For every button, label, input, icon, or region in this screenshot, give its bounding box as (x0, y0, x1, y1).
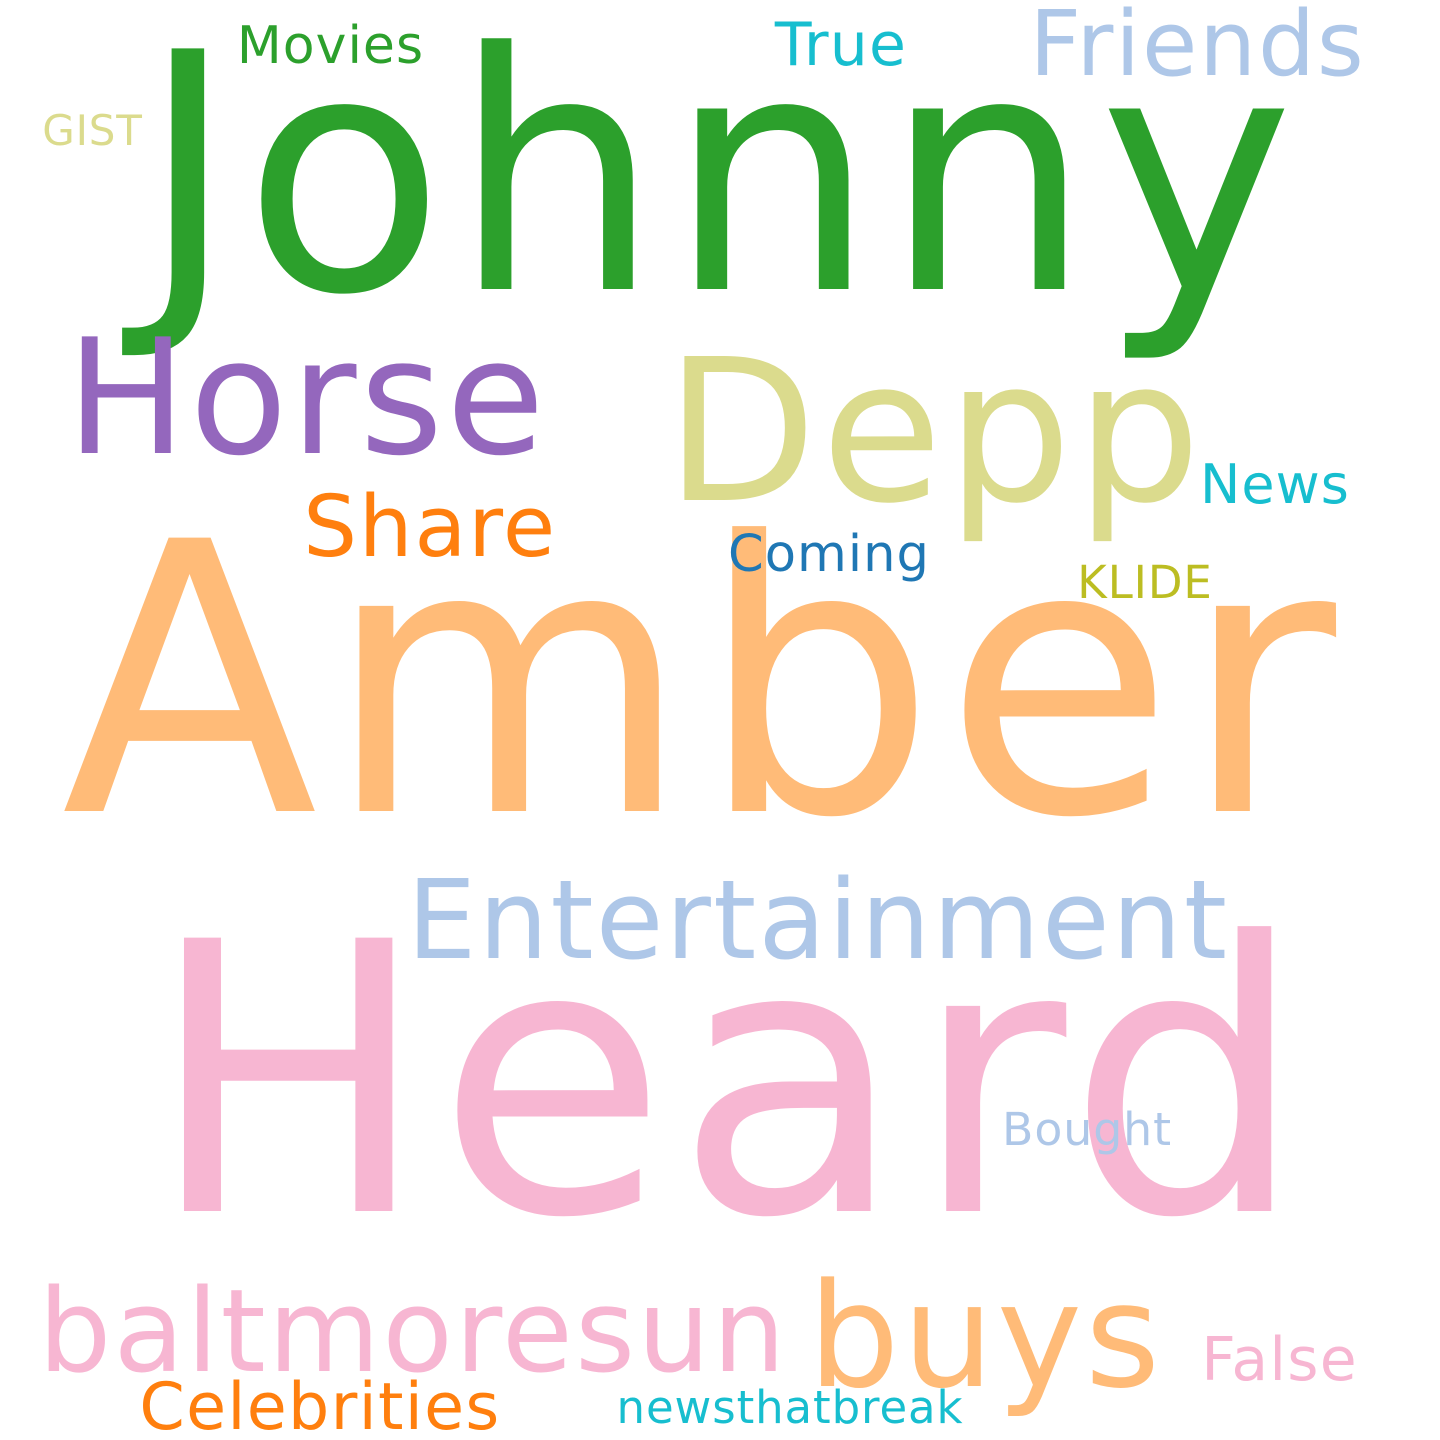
word-heard: Heard (147, 864, 1313, 1300)
word-coming: Coming (728, 525, 930, 585)
word-buys: buys (808, 1253, 1163, 1422)
word-depp: Depp (665, 317, 1205, 548)
word-false: False (1201, 1325, 1358, 1395)
word-celebrities: Celebrities (139, 1370, 501, 1440)
word-bought: Bought (1002, 1102, 1172, 1157)
word-baltmoresun: baltmoresun (38, 1265, 788, 1399)
word-friends: Friends (1029, 0, 1366, 97)
word-newsthatbreak: newsthatbreak (616, 1381, 964, 1434)
word-entertainment: Entertainment (406, 856, 1230, 984)
word-amber: Amber (61, 464, 1344, 900)
word-gist: GIST (42, 106, 143, 155)
word-true: True (774, 10, 908, 80)
word-horse: Horse (66, 304, 548, 491)
word-share: Share (303, 478, 557, 577)
word-movies: Movies (236, 16, 425, 76)
word-news: News (1200, 453, 1350, 517)
word-johnny: Johnny (139, 0, 1301, 367)
word-klide: KLIDE (1077, 556, 1213, 609)
